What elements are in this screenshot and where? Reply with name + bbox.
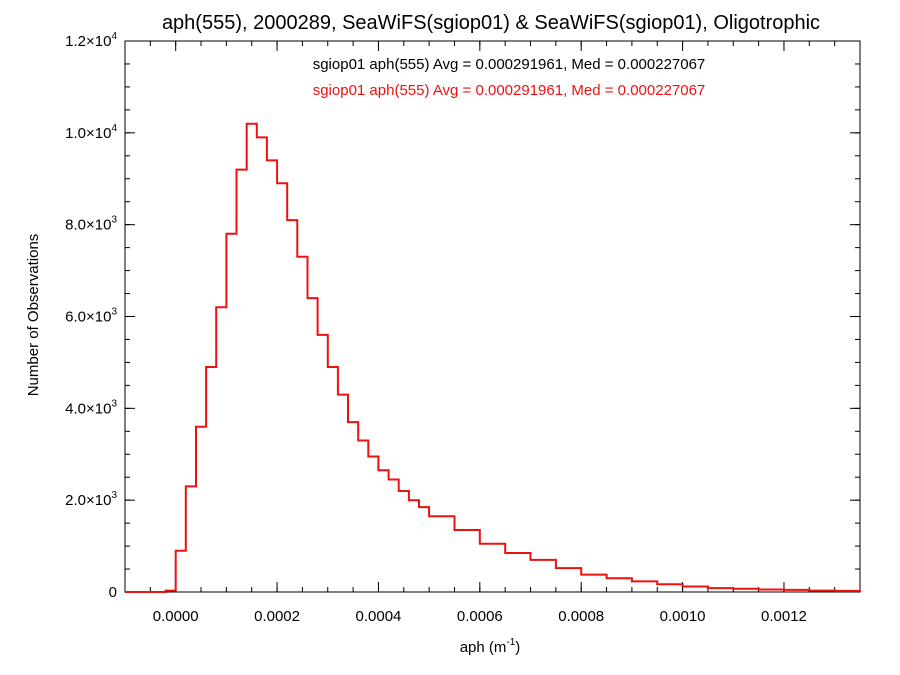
y-axis-label: Number of Observations [25, 234, 42, 397]
axis-ticks [124, 40, 861, 593]
plot-frame [124, 40, 861, 593]
x-tick-label: 0.0010 [660, 608, 706, 625]
y-tick-label: 0 [109, 584, 117, 601]
x-tick-label: 0.0002 [254, 608, 300, 625]
y-tick-label: 4.0×103 [65, 398, 117, 417]
legend-entry: sgiop01 aph(555) Avg = 0.000291961, Med … [313, 56, 706, 73]
x-tick-label: 0.0008 [558, 608, 604, 625]
x-tick-label: 0.0000 [153, 608, 199, 625]
y-tick-label: 1.0×104 [65, 123, 117, 142]
series-layer [125, 122, 861, 593]
x-tick-label: 0.0012 [761, 608, 807, 625]
chart-title: aph(555), 2000289, SeaWiFS(sgiop01) & Se… [162, 12, 820, 34]
legend: sgiop01 aph(555) Avg = 0.000291961, Med … [313, 56, 706, 99]
x-tick-label: 0.0006 [457, 608, 503, 625]
y-tick-label: 6.0×103 [65, 307, 117, 326]
x-tick-labels: 0.0000 0.0002 0.0004 0.0006 0.0008 0.0010 0.00… [153, 608, 807, 625]
x-tick-label: 0.0004 [356, 608, 402, 625]
y-tick-label: 1.2×104 [65, 31, 117, 50]
y-tick-labels: 0 2.0×103 4.0×103 6.0×103 8.0×103 1.0×104 1.2×… [65, 31, 117, 601]
y-tick-label: 8.0×103 [65, 215, 117, 234]
legend-entry: sgiop01 aph(555) Avg = 0.000291961, Med … [313, 82, 706, 99]
y-tick-label: 2.0×103 [65, 490, 117, 509]
x-axis-label: aph (m-1) [460, 637, 521, 656]
histogram-series-line [125, 122, 861, 593]
